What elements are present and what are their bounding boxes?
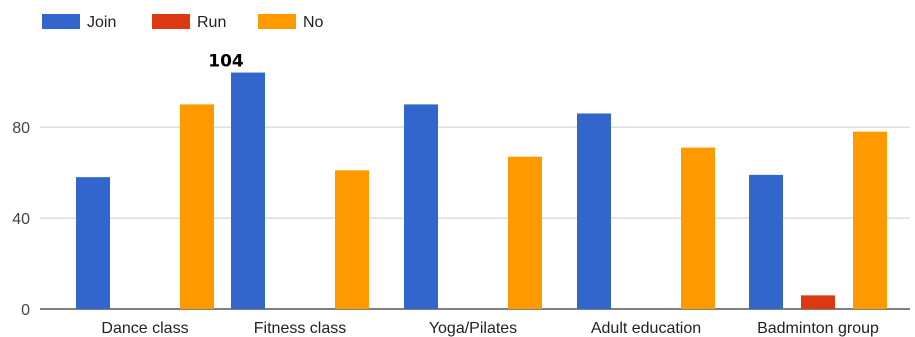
legend-swatch-no [258,14,296,29]
legend-label-run: Run [197,14,226,31]
legend-swatch-run [152,14,190,29]
data-labels: 104 [208,52,244,72]
x-axis-categories: Dance class Fitness class Yoga/Pilates Adul… [101,320,879,337]
legend-label-join: Join [87,14,116,31]
bar-no-2 [508,156,542,309]
y-tick-label: 80 [12,120,30,137]
bar-no-3 [681,147,715,309]
y-tick-label: 40 [12,211,30,228]
x-category-label: Yoga/Pilates [429,320,517,337]
bar-no-1 [335,170,369,309]
bar-join-0 [76,177,110,309]
legend-label-no: No [303,14,324,31]
legend: Join Run No [42,14,324,31]
bar-join-4 [749,174,783,309]
x-category-label: Adult education [591,320,701,337]
bar-join-2 [404,104,438,309]
x-category-label: Badminton group [757,320,879,337]
x-category-label: Fitness class [254,320,346,337]
data-label: 104 [208,52,244,72]
y-tick-label: 0 [21,302,30,319]
bar-no-4 [853,131,887,309]
x-category-label: Dance class [101,320,188,337]
bar-join-1 [231,72,265,309]
bars [76,72,887,309]
bar-run-4 [801,295,835,309]
bar-no-0 [180,104,214,309]
legend-swatch-join [42,14,80,29]
y-axis-ticks: 0 40 80 [12,120,30,319]
bar-join-3 [577,113,611,309]
